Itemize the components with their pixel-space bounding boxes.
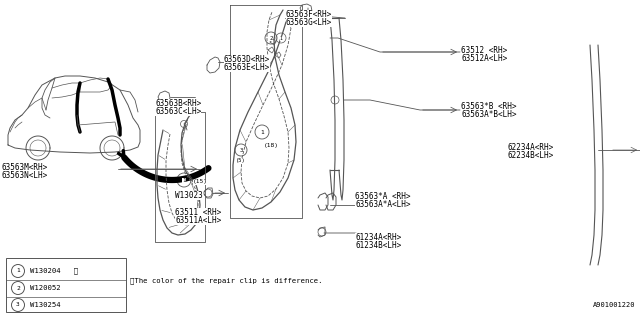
Text: W120052: W120052	[30, 285, 61, 291]
Text: 63563C<LH>: 63563C<LH>	[155, 107, 201, 116]
Text: 1: 1	[260, 130, 264, 134]
Text: (18): (18)	[264, 143, 279, 148]
Text: 63511A<LH>: 63511A<LH>	[175, 216, 221, 225]
Text: 1: 1	[182, 178, 186, 182]
Text: 62234B<LH>: 62234B<LH>	[508, 151, 554, 160]
Text: W130254: W130254	[30, 302, 61, 308]
Text: 62234A<RH>: 62234A<RH>	[508, 143, 554, 152]
Text: 63563D<RH>: 63563D<RH>	[224, 55, 270, 64]
Text: 63511 <RH>: 63511 <RH>	[175, 208, 221, 217]
Text: 61234A<RH>: 61234A<RH>	[355, 233, 401, 242]
Text: ※The color of the repair clip is difference.: ※The color of the repair clip is differe…	[130, 277, 323, 284]
Text: 3: 3	[16, 302, 20, 308]
Text: (5): (5)	[236, 158, 246, 163]
Text: A901001220: A901001220	[593, 302, 635, 308]
Text: 63512 <RH>: 63512 <RH>	[461, 46, 508, 55]
Text: 63563E<LH>: 63563E<LH>	[224, 63, 270, 72]
Text: W13023: W13023	[175, 191, 203, 200]
Text: 63563M<RH>: 63563M<RH>	[2, 163, 48, 172]
Text: 61234B<LH>: 61234B<LH>	[355, 241, 401, 250]
Text: 2: 2	[269, 36, 273, 41]
Text: 63563A*B<LH>: 63563A*B<LH>	[461, 110, 516, 119]
Text: 63563B<RH>: 63563B<RH>	[155, 99, 201, 108]
Text: 63563A*A<LH>: 63563A*A<LH>	[355, 200, 410, 209]
Text: W130204   ※: W130204 ※	[30, 268, 78, 274]
Text: 2: 2	[16, 285, 20, 291]
Text: 63563G<LH>: 63563G<LH>	[286, 18, 332, 27]
Text: 1: 1	[280, 36, 282, 41]
Text: 1: 1	[16, 268, 20, 274]
Text: 63563F<RH>: 63563F<RH>	[286, 10, 332, 19]
Text: 63563*B <RH>: 63563*B <RH>	[461, 102, 516, 111]
Bar	[6, 258, 126, 312]
Text: (15): (15)	[193, 180, 208, 185]
Text: 63563N<LH>: 63563N<LH>	[2, 171, 48, 180]
Text: 3: 3	[239, 148, 243, 153]
Text: 63563*A <RH>: 63563*A <RH>	[355, 192, 410, 201]
Text: 63512A<LH>: 63512A<LH>	[461, 54, 508, 63]
